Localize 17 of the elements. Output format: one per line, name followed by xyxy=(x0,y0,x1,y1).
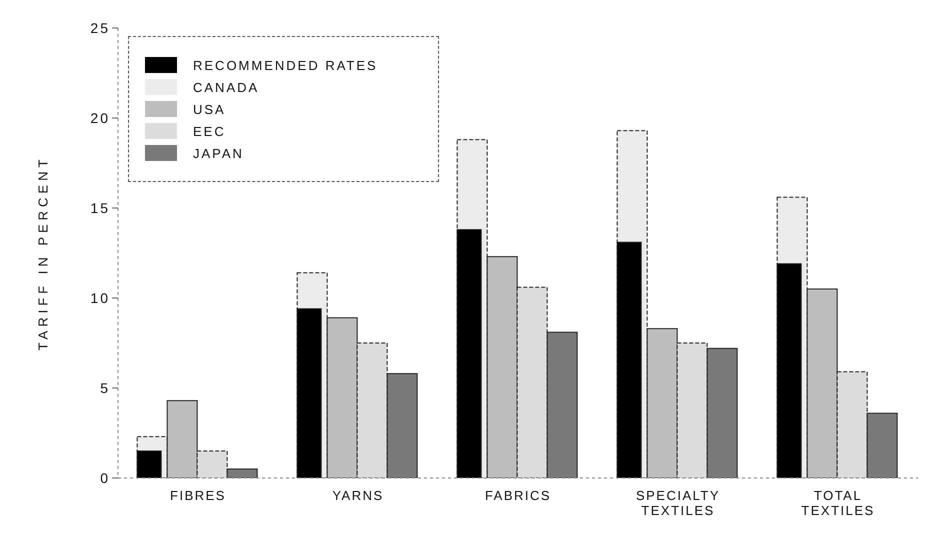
y-tick-label: 15 xyxy=(90,200,110,216)
legend-label: USA xyxy=(193,102,226,116)
x-tick-label: SPECIALTY TEXTILES xyxy=(636,488,720,518)
legend-label: JAPAN xyxy=(193,146,244,160)
y-tick-label: 5 xyxy=(100,380,110,396)
y-axis-title: TARIFF IN PERCENT xyxy=(36,156,51,350)
y-tick-label: 10 xyxy=(90,290,110,306)
legend-label: RECOMMENDED RATES xyxy=(193,58,378,72)
x-tick-label: YARNS xyxy=(332,488,384,503)
x-tick-label: FABRICS xyxy=(484,488,552,503)
y-tick-label: 0 xyxy=(100,470,110,486)
x-tick-label: FIBRES xyxy=(170,488,226,503)
y-tick-label: 20 xyxy=(90,110,110,126)
legend-label: CANADA xyxy=(193,80,260,94)
x-tick-label: TOTAL TEXTILES xyxy=(801,488,875,518)
y-tick-label: 25 xyxy=(90,20,110,36)
legend-label: EEC xyxy=(193,124,226,138)
